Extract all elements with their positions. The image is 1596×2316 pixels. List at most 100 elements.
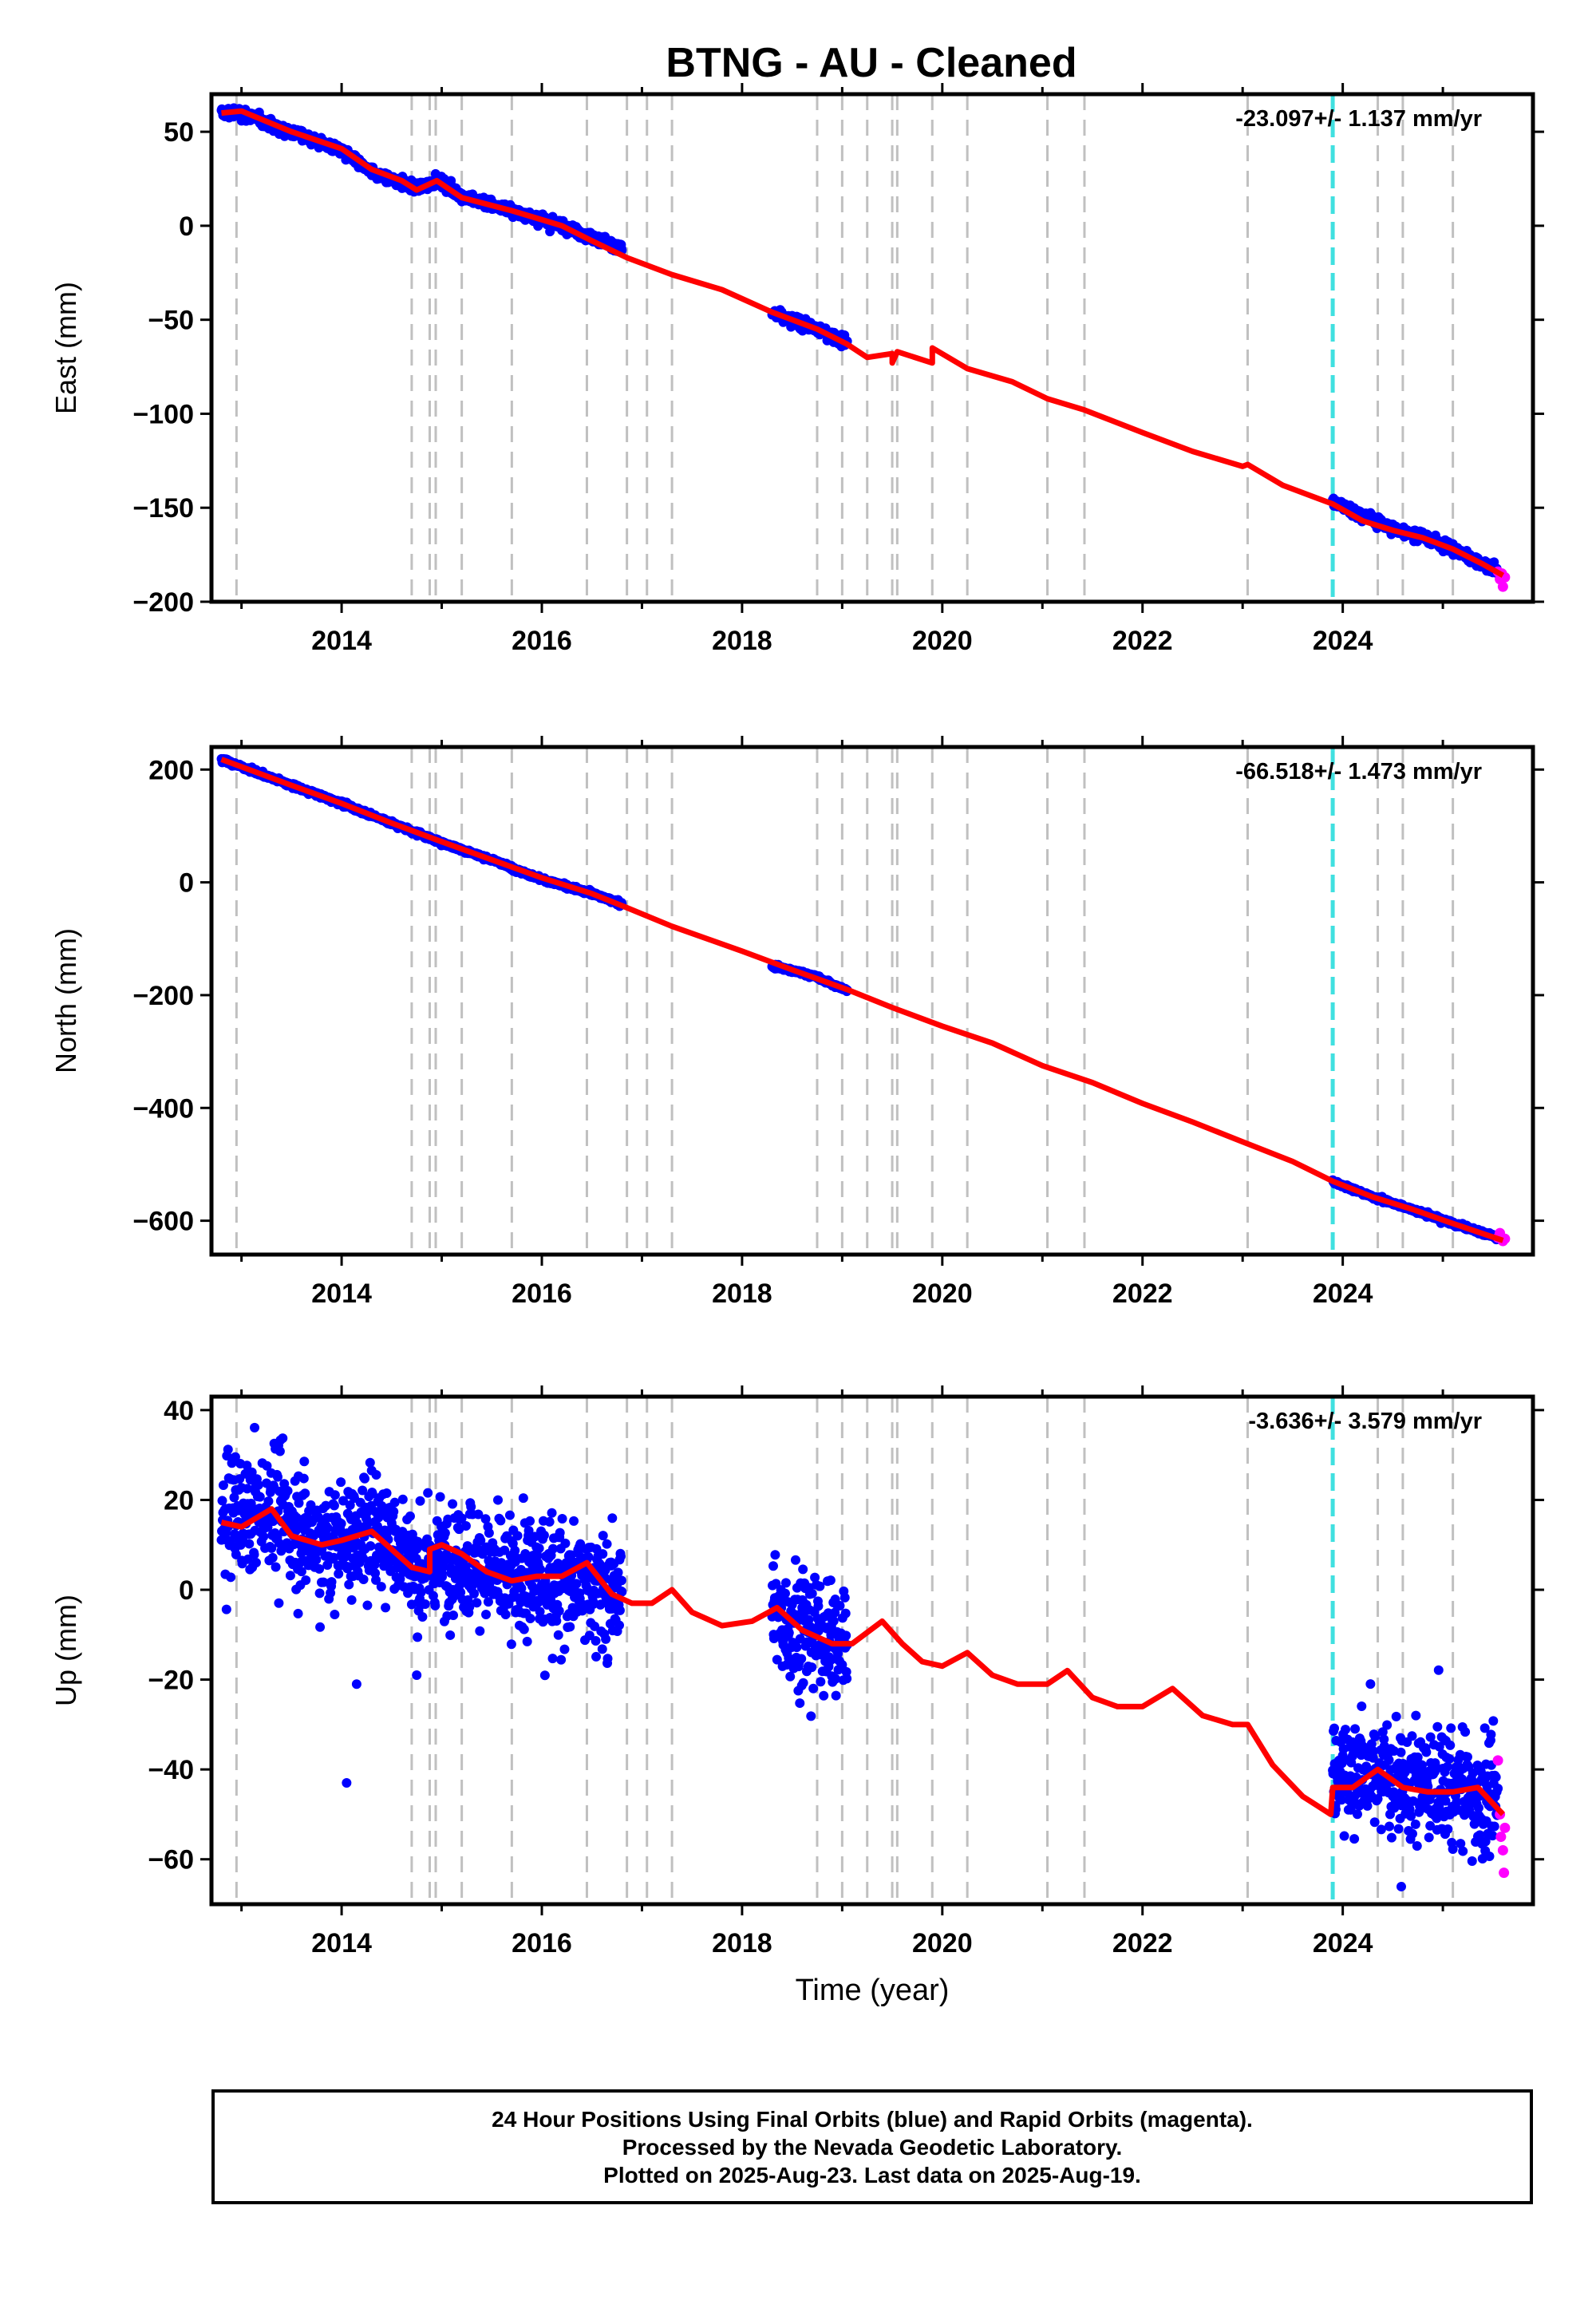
final-orbit-point xyxy=(1408,1796,1418,1806)
final-orbit-point xyxy=(326,1577,337,1587)
final-orbit-point xyxy=(484,1528,494,1538)
panel-north: 2014 2016 2018 2020 2022 20242000−200−400−600… xyxy=(49,736,1544,1309)
final-orbit-point xyxy=(1385,1821,1395,1832)
final-orbit-point xyxy=(617,1587,627,1597)
final-orbit-point xyxy=(559,1644,570,1654)
final-orbit-point xyxy=(525,1516,535,1526)
final-orbit-point xyxy=(553,1630,563,1640)
final-orbit-point xyxy=(1369,1746,1379,1757)
x-tick-label: 2022 xyxy=(1112,1279,1173,1309)
panel-frame xyxy=(209,745,1535,1257)
panels-group: 2014 2016 2018 2020 2022 2024500−50−100−150−2… xyxy=(49,83,1544,2007)
x-tick-label: 2020 xyxy=(912,1279,973,1309)
y-tick-label: −600 xyxy=(132,1207,194,1237)
final-orbit-point xyxy=(535,1564,546,1575)
x-tick-label: 2016 xyxy=(512,1279,572,1309)
final-orbit-point xyxy=(330,1490,340,1500)
final-orbit-point xyxy=(315,1622,326,1632)
final-orbit-point xyxy=(565,1622,575,1632)
final-orbit-point xyxy=(1352,1809,1362,1820)
final-orbit-point xyxy=(460,1521,471,1531)
final-orbit-point xyxy=(218,1480,228,1491)
final-orbit-point xyxy=(510,1545,520,1555)
final-orbit-point xyxy=(480,1514,491,1524)
final-orbit-point xyxy=(591,1635,601,1646)
final-orbit-point xyxy=(296,1567,306,1577)
final-orbit-point xyxy=(547,1508,557,1518)
final-orbit-point xyxy=(806,1711,816,1721)
final-orbit-point xyxy=(469,1588,480,1599)
model-fit-line xyxy=(220,757,1504,1243)
final-orbit-point xyxy=(1406,1811,1416,1821)
final-orbit-point xyxy=(551,1616,562,1626)
final-orbit-point xyxy=(1362,1800,1373,1811)
final-orbit-point xyxy=(293,1608,303,1618)
final-orbit-point xyxy=(798,1564,808,1575)
y-axis-label: North (mm) xyxy=(49,928,82,1073)
final-orbit-point xyxy=(336,1477,346,1488)
y-tick-label: −200 xyxy=(132,587,194,618)
final-orbit-point xyxy=(330,1610,340,1620)
final-orbit-point xyxy=(583,1551,594,1562)
final-orbit-point xyxy=(473,1509,484,1520)
final-orbit-point xyxy=(841,1630,851,1641)
final-orbit-point xyxy=(274,1598,284,1608)
final-orbit-point xyxy=(790,1555,800,1565)
final-orbit-point xyxy=(417,1612,428,1622)
final-orbit-point xyxy=(381,1488,392,1499)
final-orbit-point xyxy=(1370,1731,1381,1741)
final-orbit-point xyxy=(250,1422,260,1433)
final-orbit-point xyxy=(249,1549,259,1559)
final-orbit-point xyxy=(613,1567,623,1578)
final-orbit-point xyxy=(532,1551,543,1561)
final-orbit-point xyxy=(831,1674,841,1684)
chart-title: BTNG - AU - Cleaned xyxy=(666,40,1077,86)
final-orbit-point xyxy=(367,1488,377,1499)
final-orbit-point xyxy=(376,1582,386,1592)
final-orbit-point xyxy=(837,1659,847,1670)
final-orbit-point xyxy=(314,1588,325,1599)
final-orbit-point xyxy=(229,1492,239,1503)
final-orbit-point xyxy=(504,1510,515,1520)
final-orbit-point xyxy=(813,1601,824,1611)
velocity-annotation: -66.518+/- 1.473 mm/yr xyxy=(1235,759,1482,785)
final-orbit-point xyxy=(1396,1747,1406,1757)
final-orbit-point xyxy=(547,1543,558,1554)
final-orbit-point xyxy=(362,1600,373,1611)
final-orbit-point xyxy=(1379,1734,1389,1745)
final-orbit-point xyxy=(253,1480,263,1490)
x-tick-label: 2020 xyxy=(912,626,973,656)
final-orbit-point xyxy=(607,1513,618,1524)
final-orbit-point xyxy=(1410,1819,1420,1829)
final-orbit-point xyxy=(247,1467,257,1477)
final-orbit-point xyxy=(321,1500,331,1511)
final-orbit-point xyxy=(358,1553,369,1563)
final-orbit-point xyxy=(512,1531,523,1541)
final-orbit-point xyxy=(448,1611,459,1621)
final-orbit-point xyxy=(819,1690,829,1701)
final-orbit-point xyxy=(1357,1701,1367,1711)
final-orbit-point xyxy=(616,1575,626,1586)
final-orbit-point xyxy=(343,1562,354,1572)
final-orbit-point xyxy=(299,1456,310,1467)
x-tick-label: 2018 xyxy=(712,626,772,656)
y-tick-label: −100 xyxy=(132,399,194,429)
final-orbit-point xyxy=(556,1654,567,1665)
final-orbit-point xyxy=(244,1539,255,1549)
final-orbit-point xyxy=(259,1531,269,1542)
y-tick-label: 200 xyxy=(148,755,194,785)
final-orbit-point xyxy=(267,1543,277,1553)
final-orbit-point xyxy=(535,1607,545,1617)
final-orbit-point xyxy=(448,1499,458,1509)
y-tick-label: −200 xyxy=(132,981,194,1011)
final-orbit-point xyxy=(294,1498,304,1508)
final-orbit-point xyxy=(808,1683,819,1694)
final-orbit-point xyxy=(360,1473,370,1484)
final-orbit-point xyxy=(539,1670,550,1681)
final-orbit-point xyxy=(539,1530,549,1540)
x-tick-label: 2014 xyxy=(311,1279,372,1309)
final-orbit-point xyxy=(506,1639,516,1650)
final-orbit-point xyxy=(1396,1881,1406,1891)
final-orbit-point xyxy=(554,1606,564,1616)
